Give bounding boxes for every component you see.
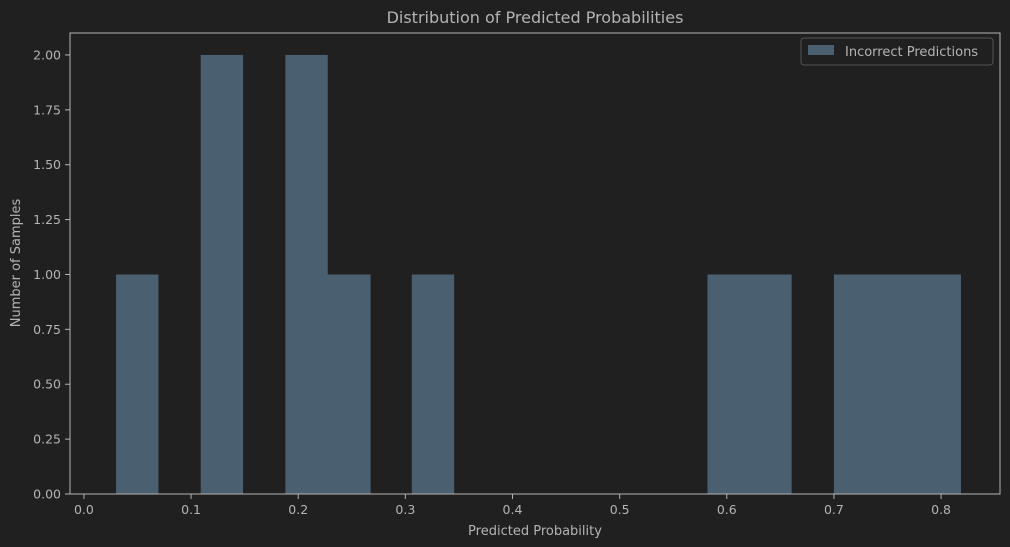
y-tick-label: 0.50 [33, 377, 61, 392]
histogram-bar [116, 274, 159, 494]
x-tick-label: 0.8 [931, 502, 951, 517]
x-tick-label: 0.6 [717, 502, 737, 517]
chart-title: Distribution of Predicted Probabilities [387, 8, 684, 27]
x-tick-label: 0.5 [610, 502, 630, 517]
histogram-bar [833, 274, 877, 494]
histogram-bar [327, 274, 371, 494]
x-tick-label: 0.7 [824, 502, 844, 517]
y-axis: 0.00 0.25 0.50 0.75 1.00 1.25 1.50 1.75 2.00 [33, 47, 70, 502]
legend-label-incorrect-predictions: Incorrect Predictions [845, 45, 978, 60]
x-axis-label: Predicted Probability [468, 524, 602, 539]
legend: Incorrect Predictions [800, 37, 994, 66]
y-tick-label: 1.00 [33, 267, 61, 282]
x-tick-label: 0.0 [74, 502, 94, 517]
x-tick-label: 0.3 [395, 502, 415, 517]
y-tick-label: 1.75 [33, 102, 61, 117]
y-tick-label: 0.00 [33, 487, 61, 502]
x-tick-label: 0.1 [181, 502, 201, 517]
y-tick-label: 1.25 [33, 212, 61, 227]
x-tick-label: 0.2 [288, 502, 308, 517]
histogram-bar [200, 54, 244, 494]
y-tick-label: 0.75 [33, 322, 61, 337]
histogram-bar [875, 274, 919, 494]
plot-frame [69, 32, 1001, 495]
bars-group [116, 54, 961, 494]
histogram-bar [749, 274, 792, 494]
histogram-bar [411, 274, 455, 494]
x-axis: 0.0 0.1 0.2 0.3 0.4 0.5 0.6 0.7 0.8 [74, 494, 951, 517]
y-axis-label: Number of Samples [9, 199, 24, 328]
x-tick-label: 0.4 [503, 502, 523, 517]
y-tick-label: 1.50 [33, 157, 61, 172]
legend-swatch [808, 45, 834, 55]
y-tick-label: 2.00 [33, 47, 61, 62]
legend-frame [800, 37, 994, 66]
y-tick-label: 0.25 [33, 432, 61, 447]
histogram-bar [707, 274, 750, 494]
histogram-bar [917, 274, 961, 494]
histogram-bar [285, 54, 328, 494]
